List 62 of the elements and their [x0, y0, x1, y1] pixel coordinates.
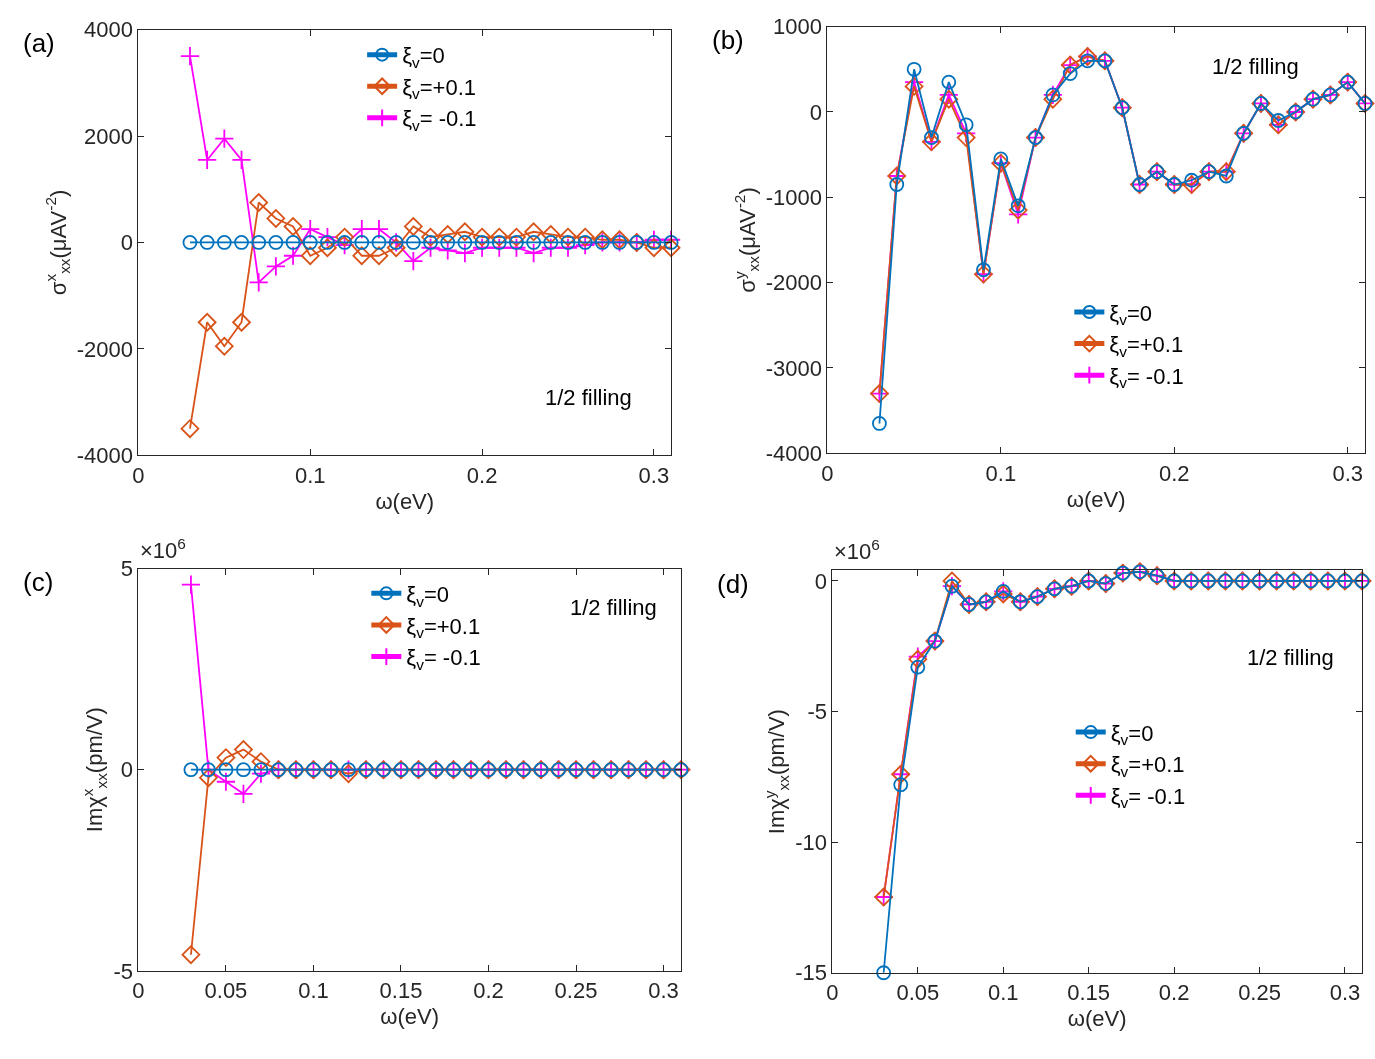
x-tick-label: 0.1 — [294, 462, 326, 488]
y-tick-label: -5 — [807, 699, 827, 725]
x-tick-label: 0.2 — [1158, 980, 1190, 1006]
x-tick-label: 0.05 — [204, 978, 248, 1004]
annotation: 1/2 filling — [1247, 645, 1334, 670]
legend-label: ξ$_{v}$= -0.1 — [1110, 783, 1186, 812]
y-tick-label: -15 — [795, 960, 827, 986]
y-tick-label: 0 — [120, 230, 134, 256]
annotation: 1/2 filling — [570, 595, 657, 620]
y-tick-label: 5 — [120, 556, 134, 582]
chart-title: (c) — [23, 567, 54, 597]
y-tick-label: 4000 — [84, 17, 134, 43]
legend-label: ξ$_{v}$=+0.1 — [1110, 752, 1185, 780]
x-axis-title: ω(eV) — [380, 1004, 440, 1030]
x-tick-label: 0.2 — [473, 978, 504, 1004]
x-tick-label: 0.3 — [648, 978, 679, 1004]
chart-title: (a) — [23, 28, 55, 58]
legend-label: ξ$_{v}$=0 — [402, 43, 445, 71]
y-tick-label: -4000 — [76, 442, 134, 468]
y-tick-label: -2000 — [76, 336, 134, 362]
legend-label: ξ$_{v}$=0 — [406, 581, 449, 610]
y-tick-label: -1000 — [765, 185, 822, 211]
legend-label: ξ$_{v}$=+0.1 — [1109, 332, 1184, 360]
y-tick-label: 0 — [120, 757, 134, 783]
x-tick-label: 0.1 — [298, 978, 329, 1004]
x-axis-title: ω(eV) — [1067, 1006, 1127, 1032]
legend-label: ξ$_{v}$= -0.1 — [1109, 363, 1184, 392]
y-tick-label: 1000 — [773, 14, 822, 40]
legend-label: ξ$_{v}$=0 — [1110, 720, 1154, 749]
legend-label: ξ$_{v}$=0 — [1109, 300, 1152, 329]
y-tick-label: -4000 — [765, 441, 822, 467]
y-tick-label: -2000 — [765, 270, 822, 296]
y-tick-label: 0 — [814, 568, 827, 594]
legend-label: ξ$_{v}$= -0.1 — [402, 106, 477, 135]
x-tick-label: 0.3 — [638, 462, 670, 488]
x-tick-label: 0.25 — [1238, 980, 1281, 1006]
legend-label: ξ$_{v}$=+0.1 — [402, 74, 476, 103]
x-axis-title: ω(eV) — [375, 488, 435, 514]
x-tick-label: 0.1 — [987, 980, 1019, 1006]
legend-label: ξ$_{v}$= -0.1 — [406, 645, 481, 673]
x-tick-label: 0.15 — [379, 978, 423, 1004]
y-tick-label: -3000 — [765, 355, 822, 381]
x-tick-label: 0.25 — [554, 978, 598, 1004]
y-tick-label: -10 — [795, 829, 827, 855]
y-tick-label: -5 — [113, 958, 134, 984]
x-tick-label: 0.2 — [466, 462, 498, 488]
chart-title: (d) — [717, 569, 749, 599]
y-tick-label: 2000 — [84, 123, 134, 149]
y-tick-label: 0 — [809, 99, 822, 125]
x-axis-title: ω(eV) — [1066, 486, 1126, 512]
x-tick-label: 0.2 — [1158, 460, 1190, 486]
x-tick-label: 0.1 — [985, 460, 1017, 486]
x-tick-label: 0.3 — [1329, 980, 1361, 1006]
x-tick-label: 0.15 — [1067, 980, 1111, 1006]
x-tick-label: 0.05 — [896, 980, 940, 1006]
annotation: 1/2 filling — [1212, 54, 1299, 79]
text: ×10$^{6}$ — [140, 535, 186, 564]
legend-label: ξ$_{v}$=+0.1 — [406, 613, 481, 642]
text: ×10$^{6}$ — [834, 536, 880, 565]
x-tick-label: 0.3 — [1332, 460, 1363, 486]
chart-title: (b) — [712, 25, 744, 55]
annotation: 1/2 filling — [545, 385, 632, 410]
